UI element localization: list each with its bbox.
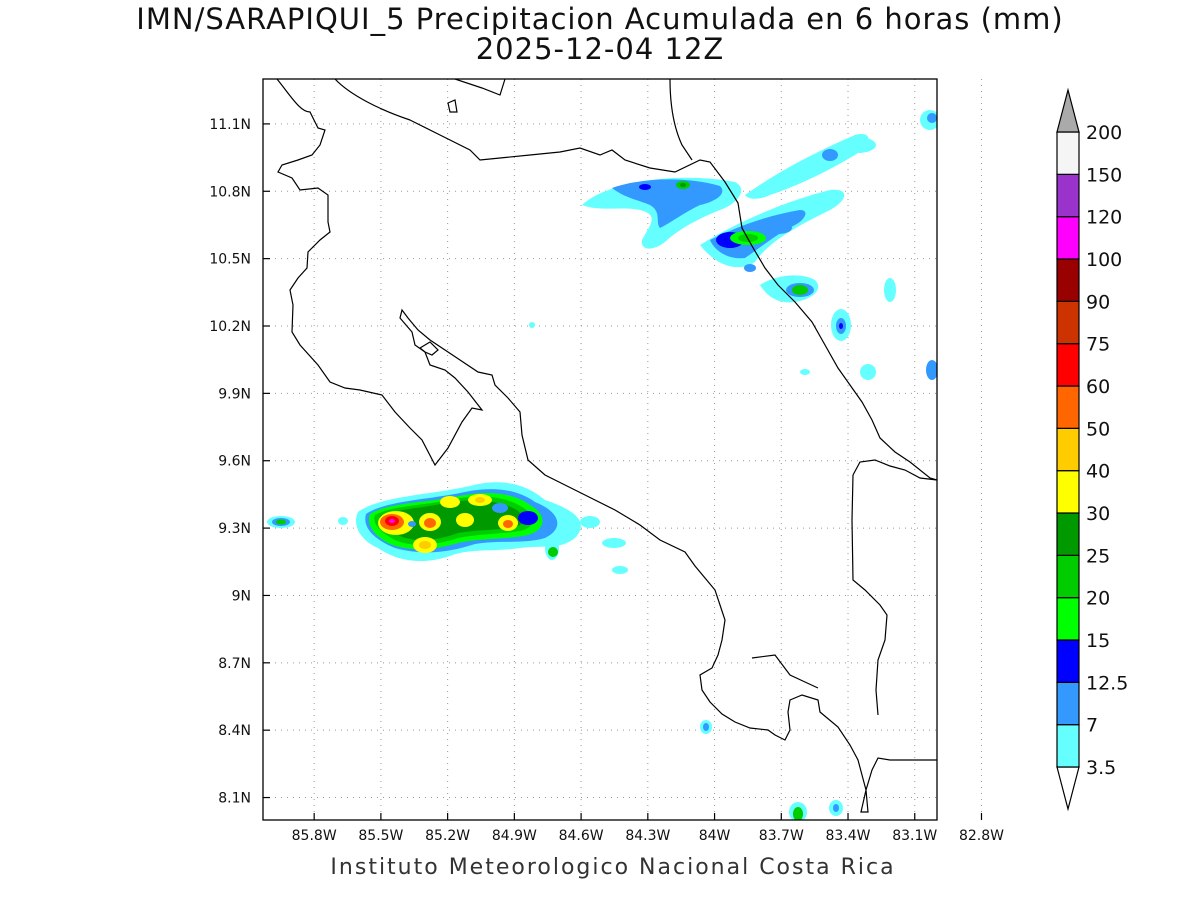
colorbar-swatch: [1056, 343, 1080, 387]
x-axis-ticks: 85.8W 85.5W 85.2W 84.9W 84.6W 84.3W 84W 83.7W 83…: [292, 813, 1004, 844]
y-tick-label: 9.9N: [218, 386, 251, 402]
colorbar-swatch: [1056, 512, 1080, 556]
colorbar-over-triangle: [1056, 87, 1080, 133]
colorbar-swatch: [1056, 470, 1080, 514]
colorbar-label: 60: [1086, 376, 1110, 398]
y-tick-label: 9.6N: [218, 454, 251, 470]
colorbar-swatch: [1056, 258, 1080, 302]
precipitation-field: [267, 110, 937, 820]
y-tick-label: 10.2N: [209, 319, 251, 335]
x-tick-label: 83.7W: [759, 828, 804, 844]
y-axis-ticks: 8.1N 8.4N 8.7N 9N 9.3N 9.6N 9.9N 10.2N 10.5N 10.8…: [209, 117, 270, 807]
colorbar-label: 75: [1086, 334, 1110, 356]
colorbar-label: 7: [1086, 715, 1098, 737]
x-tick-label: 84W: [699, 828, 731, 844]
colorbar-label: 20: [1086, 588, 1110, 610]
y-tick-label: 8.1N: [218, 791, 251, 807]
colorbar: 3.5 7 12.5 15 20 25 30 40 50 60 75 90 100 120 150 200: [1056, 87, 1128, 812]
colorbar-label: 40: [1086, 461, 1110, 483]
coastline: [276, 79, 937, 813]
colorbar-swatch: [1056, 554, 1080, 599]
lat-lon-grid: [263, 79, 982, 820]
y-tick-label: 10.8N: [209, 184, 251, 200]
colorbar-under-triangle: [1056, 766, 1080, 812]
colorbar-swatch: [1056, 385, 1080, 429]
footer-credit: Instituto Meteorologico Nacional Costa R…: [330, 855, 896, 880]
colorbar-label: 100: [1086, 249, 1122, 271]
colorbar-label: 120: [1086, 207, 1122, 229]
colorbar-swatch: [1056, 131, 1080, 175]
rain-band-south-pacific: [267, 482, 628, 574]
colorbar-swatch: [1056, 724, 1080, 768]
x-tick-label: 85.2W: [425, 828, 470, 844]
y-tick-label: 8.7N: [218, 656, 251, 672]
colorbar-label: 50: [1086, 418, 1110, 440]
y-tick-label: 8.4N: [218, 723, 251, 739]
x-tick-label: 84.9W: [492, 828, 537, 844]
colorbar-label: 15: [1086, 630, 1110, 652]
x-tick-label: 84.3W: [625, 828, 670, 844]
colorbar-label: 3.5: [1086, 757, 1116, 779]
colorbar-label: 12.5: [1086, 672, 1128, 694]
colorbar-swatch: [1056, 300, 1080, 345]
y-tick-label: 10.5N: [209, 252, 251, 268]
colorbar-label: 25: [1086, 545, 1110, 567]
colorbar-swatch: [1056, 427, 1080, 472]
rain-band-caribbean: [529, 110, 937, 820]
colorbar-swatch: [1056, 681, 1080, 726]
y-tick-label: 9N: [232, 588, 251, 604]
colorbar-label: 200: [1086, 122, 1122, 144]
y-tick-label: 11.1N: [209, 117, 251, 133]
map-title: IMN/SARAPIQUI_5 Precipitacion Acumulada …: [136, 2, 1064, 36]
x-tick-label: 83.1W: [892, 828, 937, 844]
colorbar-swatch: [1056, 639, 1080, 683]
colorbar-label: 30: [1086, 503, 1110, 525]
colorbar-label: 150: [1086, 164, 1122, 186]
plot-frame: [262, 78, 938, 821]
x-tick-label: 85.8W: [292, 828, 337, 844]
colorbar-swatch: [1056, 597, 1080, 641]
x-tick-label: 84.6W: [559, 828, 604, 844]
x-tick-label: 83.4W: [826, 828, 871, 844]
colorbar-swatch: [1056, 216, 1080, 260]
y-tick-label: 9.3N: [218, 521, 251, 537]
x-tick-label: 85.5W: [358, 828, 403, 844]
x-tick-label: 82.8W: [959, 828, 1004, 844]
colorbar-swatch: [1056, 173, 1080, 218]
colorbar-label: 90: [1086, 291, 1110, 313]
map-subtitle: 2025-12-04 12Z: [475, 32, 725, 66]
